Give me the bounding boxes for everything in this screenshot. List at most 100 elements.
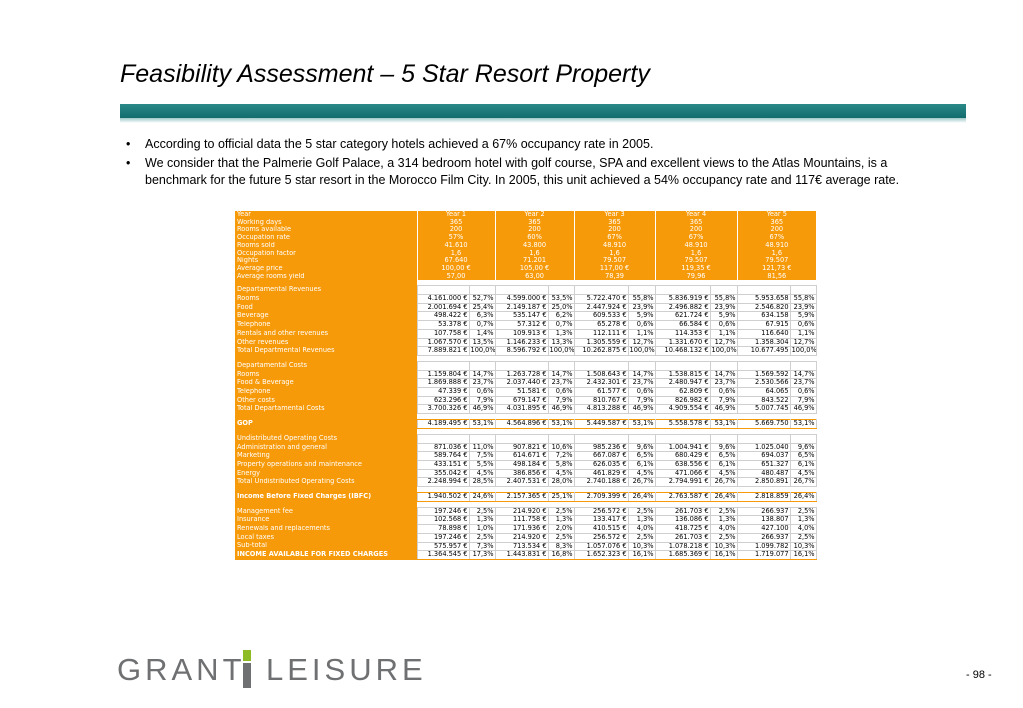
assumption-value: 67% (654, 234, 738, 242)
percent-cell: 10,3% (789, 541, 817, 552)
amount-cell: 2.794.991 € (654, 477, 711, 488)
assumption-value: 119,35 € (654, 264, 738, 273)
percent-cell: 26,4% (627, 492, 656, 502)
percent-cell: 0,7% (547, 320, 575, 330)
amount-cell: 51.581 € (494, 387, 549, 397)
amount-cell: 64.065 (736, 387, 791, 397)
percent-cell: 55,8% (709, 294, 738, 304)
percent-cell: 0,6% (789, 320, 817, 330)
row-label: Administration and general (235, 443, 417, 452)
amount-cell: 171.936 € (494, 524, 549, 534)
amount-cell: 1.159.804 € (416, 369, 470, 380)
percent-cell: 0,6% (627, 320, 656, 330)
assumption-value: 121,73 € (736, 264, 817, 273)
percent-cell: 4,0% (709, 524, 738, 534)
table-row: Income Before Fixed Charges (IBFC) 1.940.… (235, 492, 817, 502)
table-row: Rooms 1.159.804 €14,7% 1.263.728 €14,7% 1.5… (235, 369, 817, 380)
percent-cell: 55,8% (627, 294, 656, 304)
percent-cell: 100,0% (468, 346, 496, 356)
percent-cell: 46,9% (627, 404, 656, 415)
amount-cell: 62.809 € (654, 387, 711, 397)
table-row: Telephone 53.378 €0,7% 57.312 €0,7% 65.278 … (235, 320, 817, 330)
row-label: INCOME AVAILABLE FOR FIXED CHARGES (235, 550, 417, 560)
percent-cell: 23,7% (709, 378, 738, 389)
amount-cell: 634.158 (736, 311, 791, 322)
empty-cell (468, 360, 496, 371)
spacer-cell (235, 413, 417, 420)
percent-cell: 1,4% (468, 328, 496, 339)
amount-cell: 1.685.369 € (654, 550, 711, 560)
amount-cell: 116.640 (736, 328, 791, 339)
amount-cell: 1.057.076 € (573, 541, 629, 552)
amount-cell: 2.447.924 € (573, 302, 629, 313)
assumption-value: 200 (736, 226, 817, 235)
percent-cell: 28,5% (468, 477, 496, 488)
financial-projection-table: Year Year 1 Year 2 Year 3 Year 4 Year 5 Workin… (235, 211, 817, 560)
percent-cell: 12,7% (789, 337, 817, 348)
amount-cell: 3.700.326 € (416, 404, 470, 415)
percent-cell: 16,1% (709, 550, 738, 560)
row-label: Rooms (235, 294, 417, 304)
amount-cell: 2.157.365 € (494, 492, 549, 502)
table-header-row: Year Year 1 Year 2 Year 3 Year 4 Year 5 (235, 211, 817, 219)
percent-cell: 10,3% (709, 541, 738, 552)
amount-cell: 461.829 € (573, 468, 629, 479)
amount-cell: 535.147 € (494, 311, 549, 322)
amount-cell: 1.263.728 € (494, 369, 549, 380)
percent-cell: 10,3% (627, 541, 656, 552)
assumption-value: 365 (654, 218, 738, 227)
amount-cell: 843.522 (736, 395, 791, 406)
percent-cell: 23,9% (627, 302, 656, 313)
table-row: Renewals and replacements 78.898 €1,0% 171… (235, 524, 817, 534)
percent-cell: 1,1% (789, 328, 817, 339)
amount-cell: 2.850.891 (736, 477, 791, 488)
row-label: Renewals and replacements (235, 524, 417, 534)
amount-cell: 4.031.895 € (494, 404, 549, 415)
percent-cell: 0,7% (468, 320, 496, 330)
row-label: Telephone (235, 320, 417, 330)
title-divider-shadow (120, 118, 966, 123)
amount-cell: 985.236 € (573, 442, 629, 453)
percent-cell: 100,0% (709, 346, 738, 356)
amount-cell: 498.422 € (416, 311, 470, 322)
section-title: Undistributed Operating Costs (235, 434, 417, 444)
empty-cell (547, 285, 575, 295)
percent-cell: 14,7% (627, 369, 656, 380)
row-label: Rooms (235, 370, 417, 379)
amount-cell: 4.564.896 € (494, 419, 549, 429)
row-label: Rooms sold (235, 241, 417, 250)
percent-cell: 2,5% (627, 506, 656, 517)
amount-cell: 256.572 € (573, 506, 629, 517)
percent-cell: 17,3% (468, 550, 496, 560)
percent-cell: 1,3% (709, 515, 738, 526)
amount-cell: 1.652.323 € (573, 550, 629, 560)
spacer-cell (417, 428, 817, 435)
assumption-value: 1,6 (736, 249, 817, 258)
percent-cell: 5,9% (709, 311, 738, 322)
empty-cell (573, 433, 629, 444)
amount-cell: 10.677.495 (736, 346, 791, 356)
percent-cell: 25,4% (468, 302, 496, 313)
row-label: Nights (235, 257, 417, 265)
amount-cell: 67.915 (736, 320, 791, 330)
empty-cell (416, 360, 470, 371)
row-label: Average price (235, 264, 417, 273)
empty-cell (547, 360, 575, 371)
amount-cell: 256.572 € (573, 532, 629, 543)
row-label: GOP (235, 419, 417, 429)
percent-cell: 46,9% (709, 404, 738, 415)
percent-cell: 7,2% (547, 451, 575, 461)
percent-cell: 7,9% (709, 395, 738, 406)
empty-cell (573, 285, 629, 295)
assumption-row: Rooms available 200 200 200 200 200 (235, 226, 817, 235)
row-label: Average rooms yield (235, 272, 417, 281)
percent-cell: 4,0% (789, 524, 817, 534)
assumption-row: Working days 365 365 365 365 365 (235, 218, 817, 227)
percent-cell: 2,5% (789, 532, 817, 543)
amount-cell: 197.246 € (416, 532, 470, 543)
amount-cell: 78.898 € (416, 524, 470, 534)
percent-cell: 10,6% (547, 442, 575, 453)
assumption-value: 117,00 € (573, 264, 656, 273)
amount-cell: 651.327 (736, 459, 791, 470)
table-row: Insurance 102.568 €1,3% 111.758 €1,3% 133.4… (235, 515, 817, 526)
